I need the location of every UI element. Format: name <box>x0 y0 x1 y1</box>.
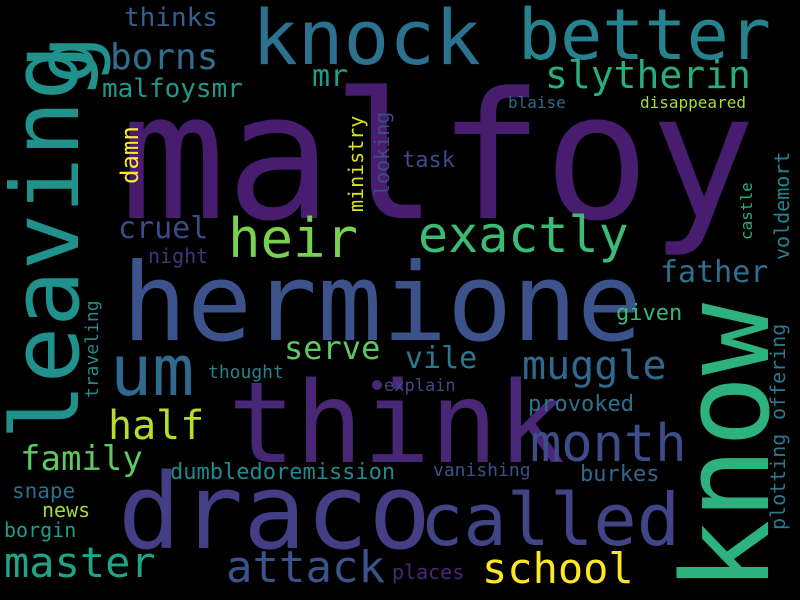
word-muggle: muggle <box>522 343 667 389</box>
word-school: school <box>482 544 634 593</box>
word-looking: looking <box>370 111 394 196</box>
word-damn: damn <box>116 126 144 184</box>
word-slytherin: slytherin <box>545 53 751 97</box>
word-night: night <box>148 244 209 268</box>
word-snape: snape <box>12 479 76 503</box>
word-serve: serve <box>284 329 381 367</box>
word-malfoy: malfoy <box>120 55 756 260</box>
word-um: um <box>110 330 195 412</box>
word-provoked: provoked <box>528 392 634 417</box>
word-ministry: ministry <box>344 115 368 212</box>
word-malfoysmr: malfoysmr <box>102 74 243 104</box>
word-offering: offering <box>766 323 790 420</box>
word-draco: draco <box>118 451 432 573</box>
word-blaise: blaise <box>508 93 566 112</box>
word-mr: mr <box>312 59 349 94</box>
word-given: given <box>616 301 683 326</box>
word-exactly: exactly <box>418 206 629 264</box>
word-voldemort: voldemort <box>770 151 794 260</box>
word-explain: explain <box>384 376 456 396</box>
word-vanishing: vanishing <box>433 460 531 481</box>
word-better: better <box>518 0 771 76</box>
dot-mark <box>372 380 382 390</box>
word-heir: heir <box>228 207 359 270</box>
word-half: half <box>108 403 205 449</box>
word-hermione: hermione <box>122 241 643 366</box>
word-task: task <box>402 148 455 173</box>
word-leaving: leaving <box>0 43 101 440</box>
word-disappeared: disappeared <box>640 93 746 112</box>
word-news: news <box>42 498 91 522</box>
word-cruel: cruel <box>118 211 209 246</box>
word-vile: vile <box>405 341 478 376</box>
word-castle: castle <box>737 182 756 240</box>
word-borns: borns <box>110 37 219 78</box>
word-called: called <box>420 478 681 562</box>
word-g: g <box>19 35 112 84</box>
word-burkes: burkes <box>580 462 660 487</box>
word-attack: attack <box>226 542 385 593</box>
word-family: family <box>20 439 143 479</box>
word-master: master <box>4 538 156 587</box>
word-think: think <box>228 359 566 489</box>
word-borgin: borgin <box>4 518 77 542</box>
word-knock: knock <box>252 0 481 82</box>
word-traveling: traveling <box>82 300 103 398</box>
word-places: places <box>392 560 465 584</box>
word-thought: thought <box>208 362 284 383</box>
word-father: father <box>660 255 769 290</box>
word-month: month <box>530 414 687 474</box>
word-thinks: thinks <box>124 3 218 33</box>
word-plotting: plotting <box>766 433 790 530</box>
word-dumbledoremission: dumbledoremission <box>170 460 396 485</box>
